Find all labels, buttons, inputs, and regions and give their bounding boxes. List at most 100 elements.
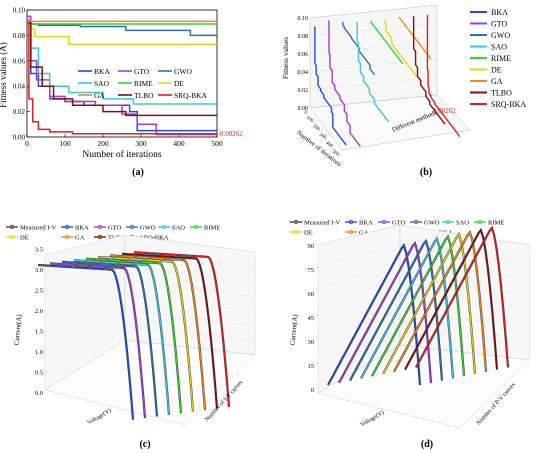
panel-b-xtick-label: 0 bbox=[303, 110, 308, 116]
legend-marker bbox=[97, 224, 103, 230]
curve-ga bbox=[109, 254, 206, 411]
legend-marker bbox=[9, 234, 15, 240]
panel-a-series-gto bbox=[27, 15, 217, 136]
panel-b-series-gto bbox=[327, 20, 361, 147]
curve-de bbox=[97, 256, 194, 412]
panel-a-legend: BKA GTO GWO SAO RIME DE GA TLBO SRQ-BKA bbox=[78, 67, 208, 100]
ytick-label: 60 bbox=[308, 291, 315, 298]
curve-bka bbox=[37, 264, 134, 420]
ytick-label: 2.5 bbox=[35, 288, 43, 295]
legend-marker bbox=[348, 219, 354, 225]
panel-c-label: (c) bbox=[139, 439, 150, 450]
curve-de bbox=[382, 233, 476, 375]
panel-d-right-wall bbox=[399, 224, 531, 361]
ytick-label: 75 bbox=[308, 267, 315, 274]
curve-srq-bka bbox=[415, 226, 509, 368]
curve-sao bbox=[73, 259, 170, 415]
curve-sao bbox=[360, 237, 454, 379]
panel-d-xlabel: Voltage(V) bbox=[359, 409, 386, 428]
gridline bbox=[317, 310, 401, 352]
panel-a-ytick-label: 0.06 bbox=[13, 57, 26, 65]
panel-b-ztick-label: 0.00 bbox=[298, 106, 309, 112]
ytick-label: 3.0 bbox=[35, 267, 43, 274]
legend-marker bbox=[161, 224, 167, 230]
ytick-label: 45 bbox=[308, 315, 315, 322]
gridline bbox=[399, 327, 531, 345]
ytick-label: 15 bbox=[308, 363, 315, 370]
legend-marker bbox=[293, 229, 299, 235]
panel-a-ytick-label: 0.10 bbox=[13, 7, 26, 15]
legend-label: BKA bbox=[75, 225, 89, 232]
gridline bbox=[399, 310, 531, 329]
panel-a-ytick-label: 0.00 bbox=[13, 134, 26, 142]
legend-label: BKA bbox=[359, 220, 373, 227]
panel-a-series-sao bbox=[27, 21, 217, 105]
panel-b-annotation: 0.00262 bbox=[433, 107, 456, 115]
panel-d-chart: Measured I-VBKAGTOGWOSAORIMEDEGATLBOSRQ-… bbox=[289, 219, 531, 450]
ytick-label: 0.5 bbox=[35, 370, 43, 377]
panel-b-series-bka bbox=[313, 26, 347, 146]
panel-a-legend-label: TLBO bbox=[134, 91, 154, 100]
panel-a-chart: 0.00 0.02 0.04 0.06 0.08 0.10 0 100 200 300 400 50… bbox=[0, 7, 243, 179]
panel-b-floor bbox=[309, 94, 471, 151]
ytick-label: 30 bbox=[308, 339, 315, 346]
ytick-label: 90 bbox=[308, 243, 315, 250]
panel-b-legend-label: GWO bbox=[491, 31, 510, 40]
legend-label: SAO bbox=[456, 220, 469, 227]
legend-label: GTO bbox=[392, 220, 406, 227]
panel-b-legend-label: TLBO bbox=[491, 89, 512, 98]
legend-label: DE bbox=[20, 235, 29, 242]
panel-a-legend-label: SRQ-BKA bbox=[174, 91, 208, 100]
gridline bbox=[317, 259, 401, 289]
panel-c-floor bbox=[44, 339, 256, 426]
panel-a-legend-label: GWO bbox=[174, 67, 192, 76]
legend-label: DE bbox=[304, 230, 313, 237]
gridline bbox=[44, 324, 126, 372]
legend-marker bbox=[64, 234, 70, 240]
panel-b-legend-label: SAO bbox=[491, 43, 507, 52]
legend-marker bbox=[64, 224, 70, 230]
legend-marker bbox=[381, 219, 387, 225]
panel-b-series-rime bbox=[370, 20, 404, 65]
legend-label: SAO bbox=[172, 225, 185, 232]
curve-gto bbox=[338, 241, 432, 384]
panel-a-legend-label: GTO bbox=[134, 67, 150, 76]
legend-marker bbox=[193, 224, 199, 230]
panel-b-series-sao bbox=[356, 21, 390, 123]
panel-b-legend-label: SRQ-BKA bbox=[491, 100, 526, 109]
panel-c-xlabel: Voltage(V) bbox=[86, 407, 113, 426]
gridline bbox=[317, 293, 401, 331]
panel-a-label: (a) bbox=[132, 167, 144, 178]
panel-a-legend-label: RIME bbox=[134, 79, 153, 88]
panel-b-gridline bbox=[309, 76, 438, 91]
legend-label: GWO bbox=[424, 220, 440, 227]
panel-b-ztick-label: 0.08 bbox=[298, 34, 309, 40]
curve-gwo bbox=[61, 261, 158, 417]
gridline bbox=[399, 293, 531, 313]
panel-b-ztick-label: 0.04 bbox=[298, 70, 309, 76]
curve-bka bbox=[327, 244, 421, 386]
panel-a-ytick-label: 0.08 bbox=[13, 32, 26, 40]
curve-tlbo bbox=[404, 228, 498, 370]
ytick-label: 2.0 bbox=[35, 308, 43, 315]
panel-b-xtick-label: 400 bbox=[324, 141, 333, 150]
curve-tlbo bbox=[121, 253, 218, 409]
curve-ga bbox=[393, 230, 487, 373]
panel-b-series-de bbox=[384, 18, 418, 78]
gridline bbox=[44, 294, 126, 334]
legend-label: Measured I-V bbox=[304, 220, 341, 227]
panel-b-legend-label: GA bbox=[491, 77, 503, 86]
panel-b-zlabel: Fitness values bbox=[281, 37, 290, 79]
gridline bbox=[317, 242, 401, 268]
legend-marker bbox=[129, 224, 135, 230]
curve-rime bbox=[85, 257, 182, 414]
panel-b-ztick-label: 0.06 bbox=[298, 52, 309, 58]
ytick-label: 3.5 bbox=[35, 247, 43, 254]
legend-label: GWO bbox=[140, 225, 156, 232]
panel-b-legend-label: RIME bbox=[491, 54, 511, 63]
legend-marker bbox=[9, 224, 15, 230]
panel-a-legend-label: BKA bbox=[94, 67, 110, 76]
legend-label: GA bbox=[359, 230, 369, 237]
panel-a-xlabel: Number of iterations bbox=[82, 149, 161, 160]
curve-rime bbox=[371, 235, 465, 377]
